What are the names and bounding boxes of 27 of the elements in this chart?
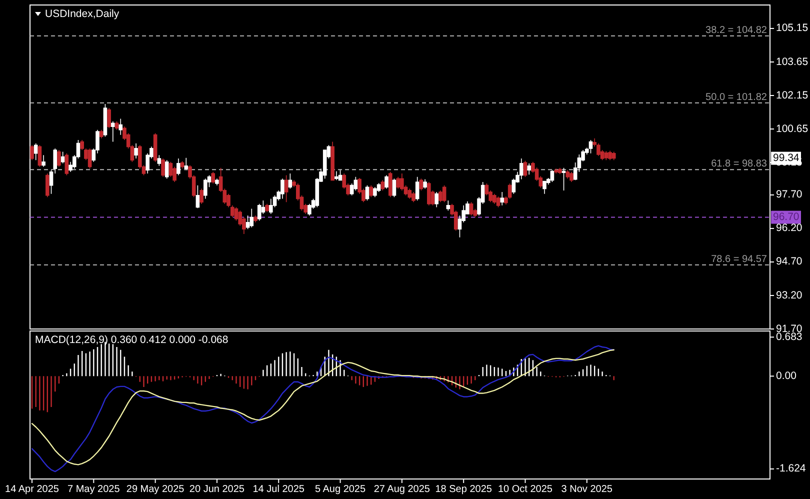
y-tick-label: -1.624 [776, 462, 806, 475]
y-tick-label: 0.00 [776, 370, 797, 382]
x-tick-label: 18 Sep 2025 [435, 484, 492, 495]
y-tick-label: 96.20 [776, 222, 802, 234]
x-tick-label: 3 Nov 2025 [561, 484, 613, 495]
y-tick-label: 93.20 [776, 289, 802, 302]
x-tick-label: 7 May 2025 [68, 484, 120, 495]
y-tick-label: 100.65 [776, 122, 808, 135]
x-tick-label: 14 Jul 2025 [252, 484, 305, 495]
y-tick-label: 94.70 [776, 256, 802, 268]
x-tick-label: 29 May 2025 [126, 484, 185, 495]
x-tick-label: 27 Aug 2025 [374, 484, 430, 495]
ref-line-label: 61.8 = 98.83 [711, 158, 768, 170]
chart-title: MACD(12,26,9) 0.360 0.412 0.000 -0.068 [35, 334, 228, 346]
y-tick-label: 102.15 [776, 89, 808, 102]
ref-line-label: 96.70 [773, 211, 800, 224]
ref-line-label: 78.6 = 94.57 [711, 254, 768, 265]
ref-line-label: 38.2 = 104.82 [706, 24, 768, 36]
ref-line-label: 50.0 = 101.82 [706, 92, 768, 103]
x-tick-label: 10 Oct 2025 [498, 484, 553, 495]
x-tick-label: 20 Jun 2025 [189, 484, 245, 495]
chart-title: USDIndex,Daily [45, 8, 120, 20]
x-tick-label: 14 Apr 2025 [5, 484, 60, 495]
y-tick-label: 105.15 [776, 22, 808, 34]
x-tick-label: 5 Aug 2025 [314, 484, 366, 495]
y-tick-label: 103.65 [776, 56, 808, 68]
y-tick-label: 97.70 [776, 188, 802, 201]
